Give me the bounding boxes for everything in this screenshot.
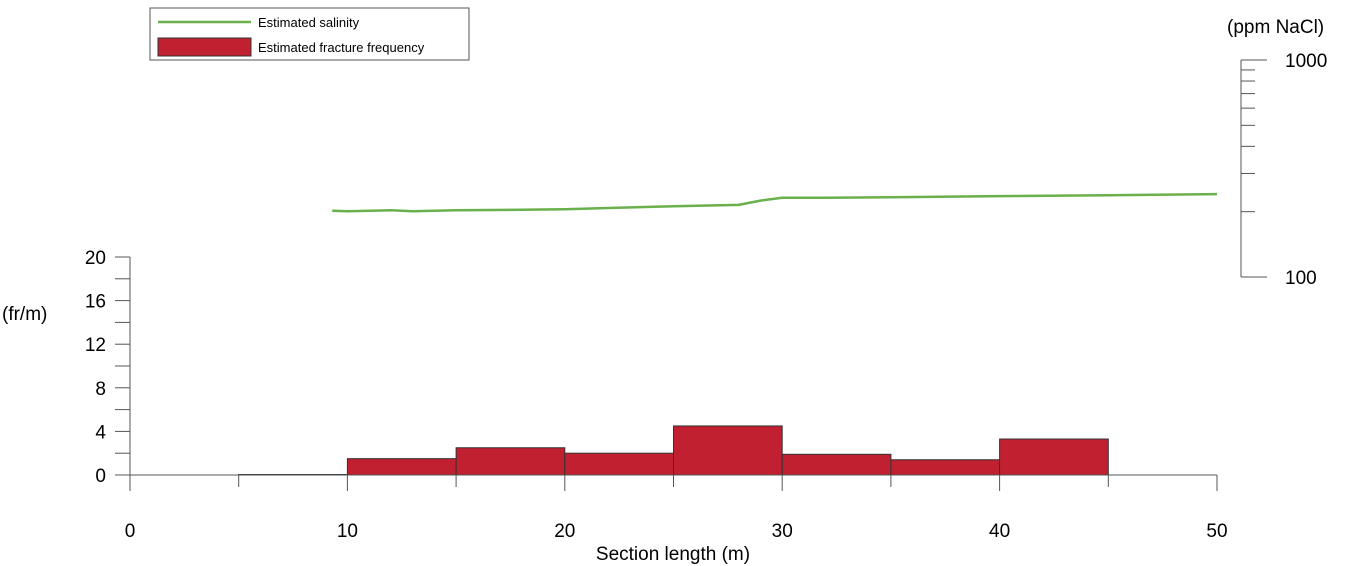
left-y-tick-label: 20 (85, 248, 106, 269)
x-axis: 0 10 20 30 40 50 Section length (m) (125, 474, 1228, 565)
fracture-bars (238, 425, 1109, 476)
salinity-line (332, 192, 1218, 213)
right-y-tick-label: 1000 (1285, 51, 1327, 72)
left-y-unit: (fr/m) (2, 304, 47, 325)
legend-label-fracture: Estimated fracture frequency (258, 40, 425, 55)
left-y-ticks: 0 4 8 12 16 20 (85, 248, 130, 487)
legend-label-salinity: Estimated salinity (258, 15, 360, 30)
fracture-bar (673, 425, 783, 476)
fracture-bar (781, 453, 892, 476)
x-tick-label: 30 (772, 521, 793, 542)
left-y-tick-label: 16 (85, 292, 106, 313)
x-tick-label: 50 (1206, 521, 1227, 542)
fracture-bar (890, 459, 1001, 476)
fracture-bar (564, 452, 674, 476)
left-y-tick-label: 4 (95, 422, 106, 443)
x-tick-label: 10 (337, 521, 358, 542)
fracture-bar (455, 447, 566, 476)
left-y-tick-label: 12 (85, 335, 106, 356)
right-y-unit: (ppm NaCl) (1227, 17, 1324, 38)
x-tick-label: 40 (989, 521, 1010, 542)
x-ticks: 0 10 20 30 40 50 (125, 475, 1228, 542)
fracture-bar (346, 458, 457, 476)
left-y-tick-label: 0 (95, 466, 106, 487)
legend-swatch-fracture (157, 37, 252, 57)
left-y-axis: 0 4 8 12 16 20 (fr/m) (2, 248, 131, 487)
right-y-ticks: 100 1000 (1241, 51, 1327, 289)
x-tick-label: 0 (125, 521, 136, 542)
x-tick-label: 20 (554, 521, 575, 542)
legend: Estimated salinity Estimated fracture fr… (149, 7, 470, 61)
right-y-axis: 100 1000 (ppm NaCl) (1227, 17, 1327, 289)
left-y-tick-label: 8 (95, 379, 106, 400)
x-axis-title: Section length (m) (596, 544, 750, 565)
fracture-bar (999, 438, 1109, 476)
right-y-tick-label: 100 (1285, 268, 1317, 289)
